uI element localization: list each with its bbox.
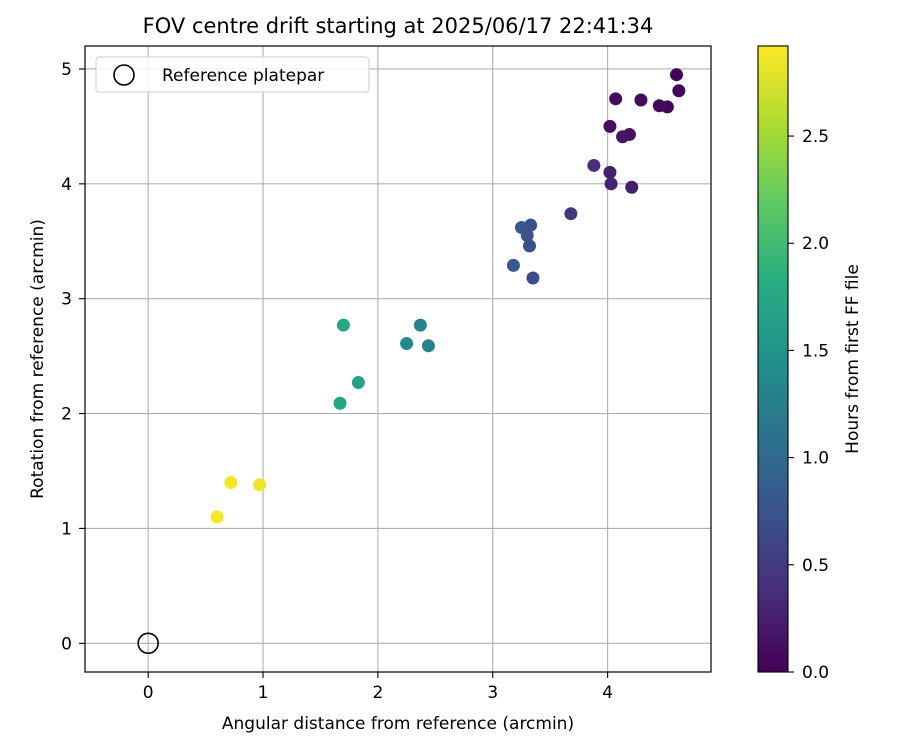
data-points [210,68,686,524]
data-point [660,100,674,114]
data-point [336,318,350,332]
data-point [670,68,684,82]
data-point [210,510,224,524]
data-point [609,92,623,106]
colorbar-tick-label: 1.0 [802,449,829,469]
data-point [520,229,534,243]
colorbar: 0.0 0.5 1.0 1.5 2.0 2.5 Hours from first FF f… [757,45,863,683]
data-point [506,258,520,272]
data-point [413,318,427,332]
data-point [603,165,617,179]
data-point [253,478,267,492]
y-tick-label: 1 [61,519,72,539]
legend-label: Reference platepar [162,66,324,86]
x-tick-label: 0 [143,683,154,703]
colorbar-gradient [757,45,789,673]
x-tick-label: 2 [372,683,383,703]
colorbar-tick-label: 0.0 [802,663,829,683]
data-point [672,84,686,98]
data-point [616,130,630,144]
data-point [333,396,347,410]
legend-box [95,56,370,93]
data-point [400,336,414,350]
colorbar-tick-label: 2.0 [802,234,829,254]
colorbar-tick-label: 0.5 [802,556,829,576]
data-point [224,475,238,489]
y-tick-label: 3 [61,290,72,310]
y-tick-label: 5 [61,60,72,80]
y-axis-label: Rotation from reference (arcmin) [28,219,48,499]
colorbar-tick-label: 1.5 [802,341,829,361]
chart-title: FOV centre drift starting at 2025/06/17 … [143,14,654,38]
data-point [351,376,365,390]
data-point [625,180,639,194]
data-point [421,339,435,353]
axis-ticks: 0 1 2 3 4 0 1 2 3 4 5 [61,60,613,703]
colorbar-tick-label: 2.5 [802,127,829,147]
data-point [603,119,617,133]
data-point [564,207,578,221]
y-tick-label: 2 [61,405,72,425]
data-point [523,239,537,253]
x-tick-label: 3 [487,683,498,703]
data-point [526,271,540,285]
x-tick-label: 1 [258,683,269,703]
plot-frame [84,45,712,673]
legend: Reference platepar [95,56,370,93]
data-point [634,93,648,107]
data-point [587,158,601,172]
reference-platepar-marker [137,632,159,655]
legend-marker-icon [113,64,135,86]
colorbar-label: Hours from first FF file [843,264,863,454]
data-point [604,177,618,191]
x-axis-label: Angular distance from reference (arcmin) [222,714,574,734]
y-tick-label: 0 [61,634,72,654]
colorbar-ticks: 0.0 0.5 1.0 1.5 2.0 2.5 [788,127,829,683]
y-tick-label: 4 [61,175,72,195]
x-tick-label: 4 [602,683,613,703]
